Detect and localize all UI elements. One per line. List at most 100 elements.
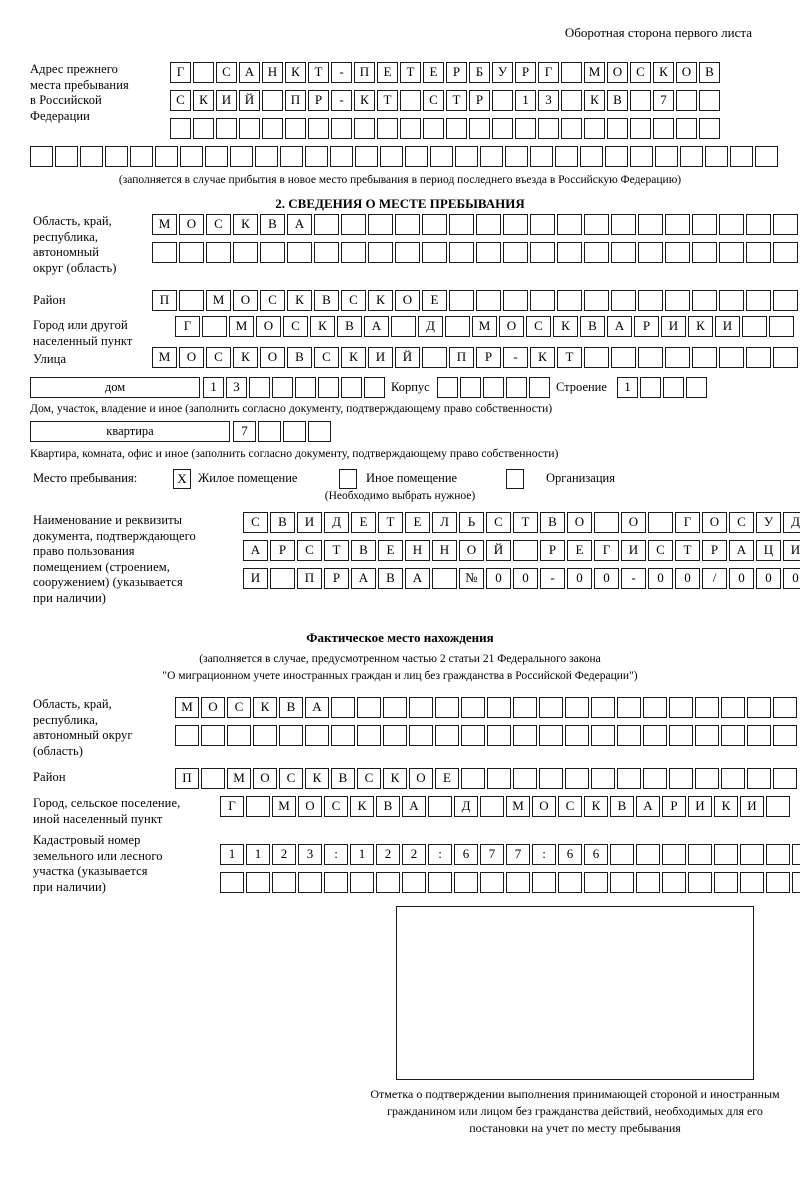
char-cell[interactable]: С [227,697,251,718]
char-cell[interactable]: Е [422,290,447,311]
char-cell[interactable] [557,290,582,311]
char-cell[interactable] [591,697,615,718]
char-cell[interactable]: М [229,316,254,337]
char-cell[interactable] [331,118,352,139]
char-cell[interactable]: П [152,290,177,311]
char-cell[interactable] [561,90,582,111]
char-cell[interactable] [662,844,686,865]
char-cell[interactable] [305,146,328,167]
char-cell[interactable] [487,697,511,718]
char-cell[interactable]: А [636,796,660,817]
char-cell[interactable]: С [216,62,237,83]
char-cell[interactable]: 0 [675,568,700,589]
char-cell[interactable] [747,697,771,718]
char-cell[interactable]: О [676,62,697,83]
char-cell[interactable]: В [540,512,565,533]
char-cell[interactable] [721,768,745,789]
char-cell[interactable] [513,697,537,718]
char-cell[interactable] [630,118,651,139]
char-cell[interactable] [449,214,474,235]
char-cell[interactable] [295,377,316,398]
char-cell[interactable] [249,377,270,398]
char-cell[interactable]: Й [395,347,420,368]
char-cell[interactable]: М [152,214,177,235]
char-cell[interactable] [201,768,225,789]
char-cell[interactable] [719,347,744,368]
char-cell[interactable] [669,697,693,718]
char-cell[interactable]: Р [702,540,727,561]
char-cell[interactable]: С [297,540,322,561]
char-cell[interactable] [638,290,663,311]
char-cell[interactable] [611,290,636,311]
char-cell[interactable]: В [580,316,605,337]
char-cell[interactable] [692,347,717,368]
char-cell[interactable] [558,872,582,893]
prev-address-row-3[interactable] [170,118,720,139]
char-cell[interactable] [461,725,485,746]
char-cell[interactable]: И [621,540,646,561]
char-cell[interactable] [638,242,663,263]
char-cell[interactable]: О [499,316,524,337]
char-cell[interactable] [630,90,651,111]
char-cell[interactable]: К [383,768,407,789]
char-cell[interactable] [561,62,582,83]
char-cell[interactable] [405,146,428,167]
char-cell[interactable] [402,872,426,893]
char-cell[interactable] [513,540,538,561]
char-cell[interactable] [230,146,253,167]
char-cell[interactable]: 7 [653,90,674,111]
char-cell[interactable] [492,118,513,139]
char-cell[interactable] [714,844,738,865]
char-cell[interactable] [314,214,339,235]
char-cell[interactable]: - [503,347,528,368]
char-cell[interactable] [350,872,374,893]
char-cell[interactable]: Р [634,316,659,337]
char-cell[interactable] [539,725,563,746]
char-cell[interactable]: В [279,697,303,718]
char-cell[interactable]: К [253,697,277,718]
char-cell[interactable] [636,872,660,893]
char-cell[interactable] [445,316,470,337]
char-cell[interactable] [714,872,738,893]
char-cell[interactable]: К [653,62,674,83]
char-cell[interactable] [773,290,798,311]
char-cell[interactable] [669,768,693,789]
char-cell[interactable]: Е [423,62,444,83]
char-cell[interactable]: 7 [506,844,530,865]
actual-region-row-2[interactable] [175,725,797,746]
char-cell[interactable]: Т [446,90,467,111]
char-cell[interactable]: В [270,512,295,533]
char-cell[interactable] [170,118,191,139]
char-cell[interactable] [532,872,556,893]
char-cell[interactable] [665,214,690,235]
char-cell[interactable] [80,146,103,167]
char-cell[interactable]: И [368,347,393,368]
char-cell[interactable] [246,872,270,893]
char-cell[interactable]: М [272,796,296,817]
char-cell[interactable] [202,316,227,337]
char-cell[interactable] [630,146,653,167]
char-cell[interactable] [483,377,504,398]
char-cell[interactable] [179,242,204,263]
char-cell[interactable] [357,725,381,746]
char-cell[interactable] [469,118,490,139]
char-cell[interactable]: К [354,90,375,111]
char-cell[interactable]: Е [567,540,592,561]
char-cell[interactable] [747,768,771,789]
char-cell[interactable]: К [193,90,214,111]
char-cell[interactable] [364,377,385,398]
char-cell[interactable]: 0 [513,568,538,589]
char-cell[interactable] [492,90,513,111]
char-cell[interactable] [766,872,790,893]
char-cell[interactable] [270,568,295,589]
char-cell[interactable] [395,242,420,263]
char-cell[interactable] [422,214,447,235]
char-cell[interactable] [530,146,553,167]
char-cell[interactable]: : [532,844,556,865]
char-cell[interactable] [503,242,528,263]
stamp-area[interactable] [396,906,754,1080]
char-cell[interactable]: О [409,768,433,789]
char-cell[interactable] [643,725,667,746]
